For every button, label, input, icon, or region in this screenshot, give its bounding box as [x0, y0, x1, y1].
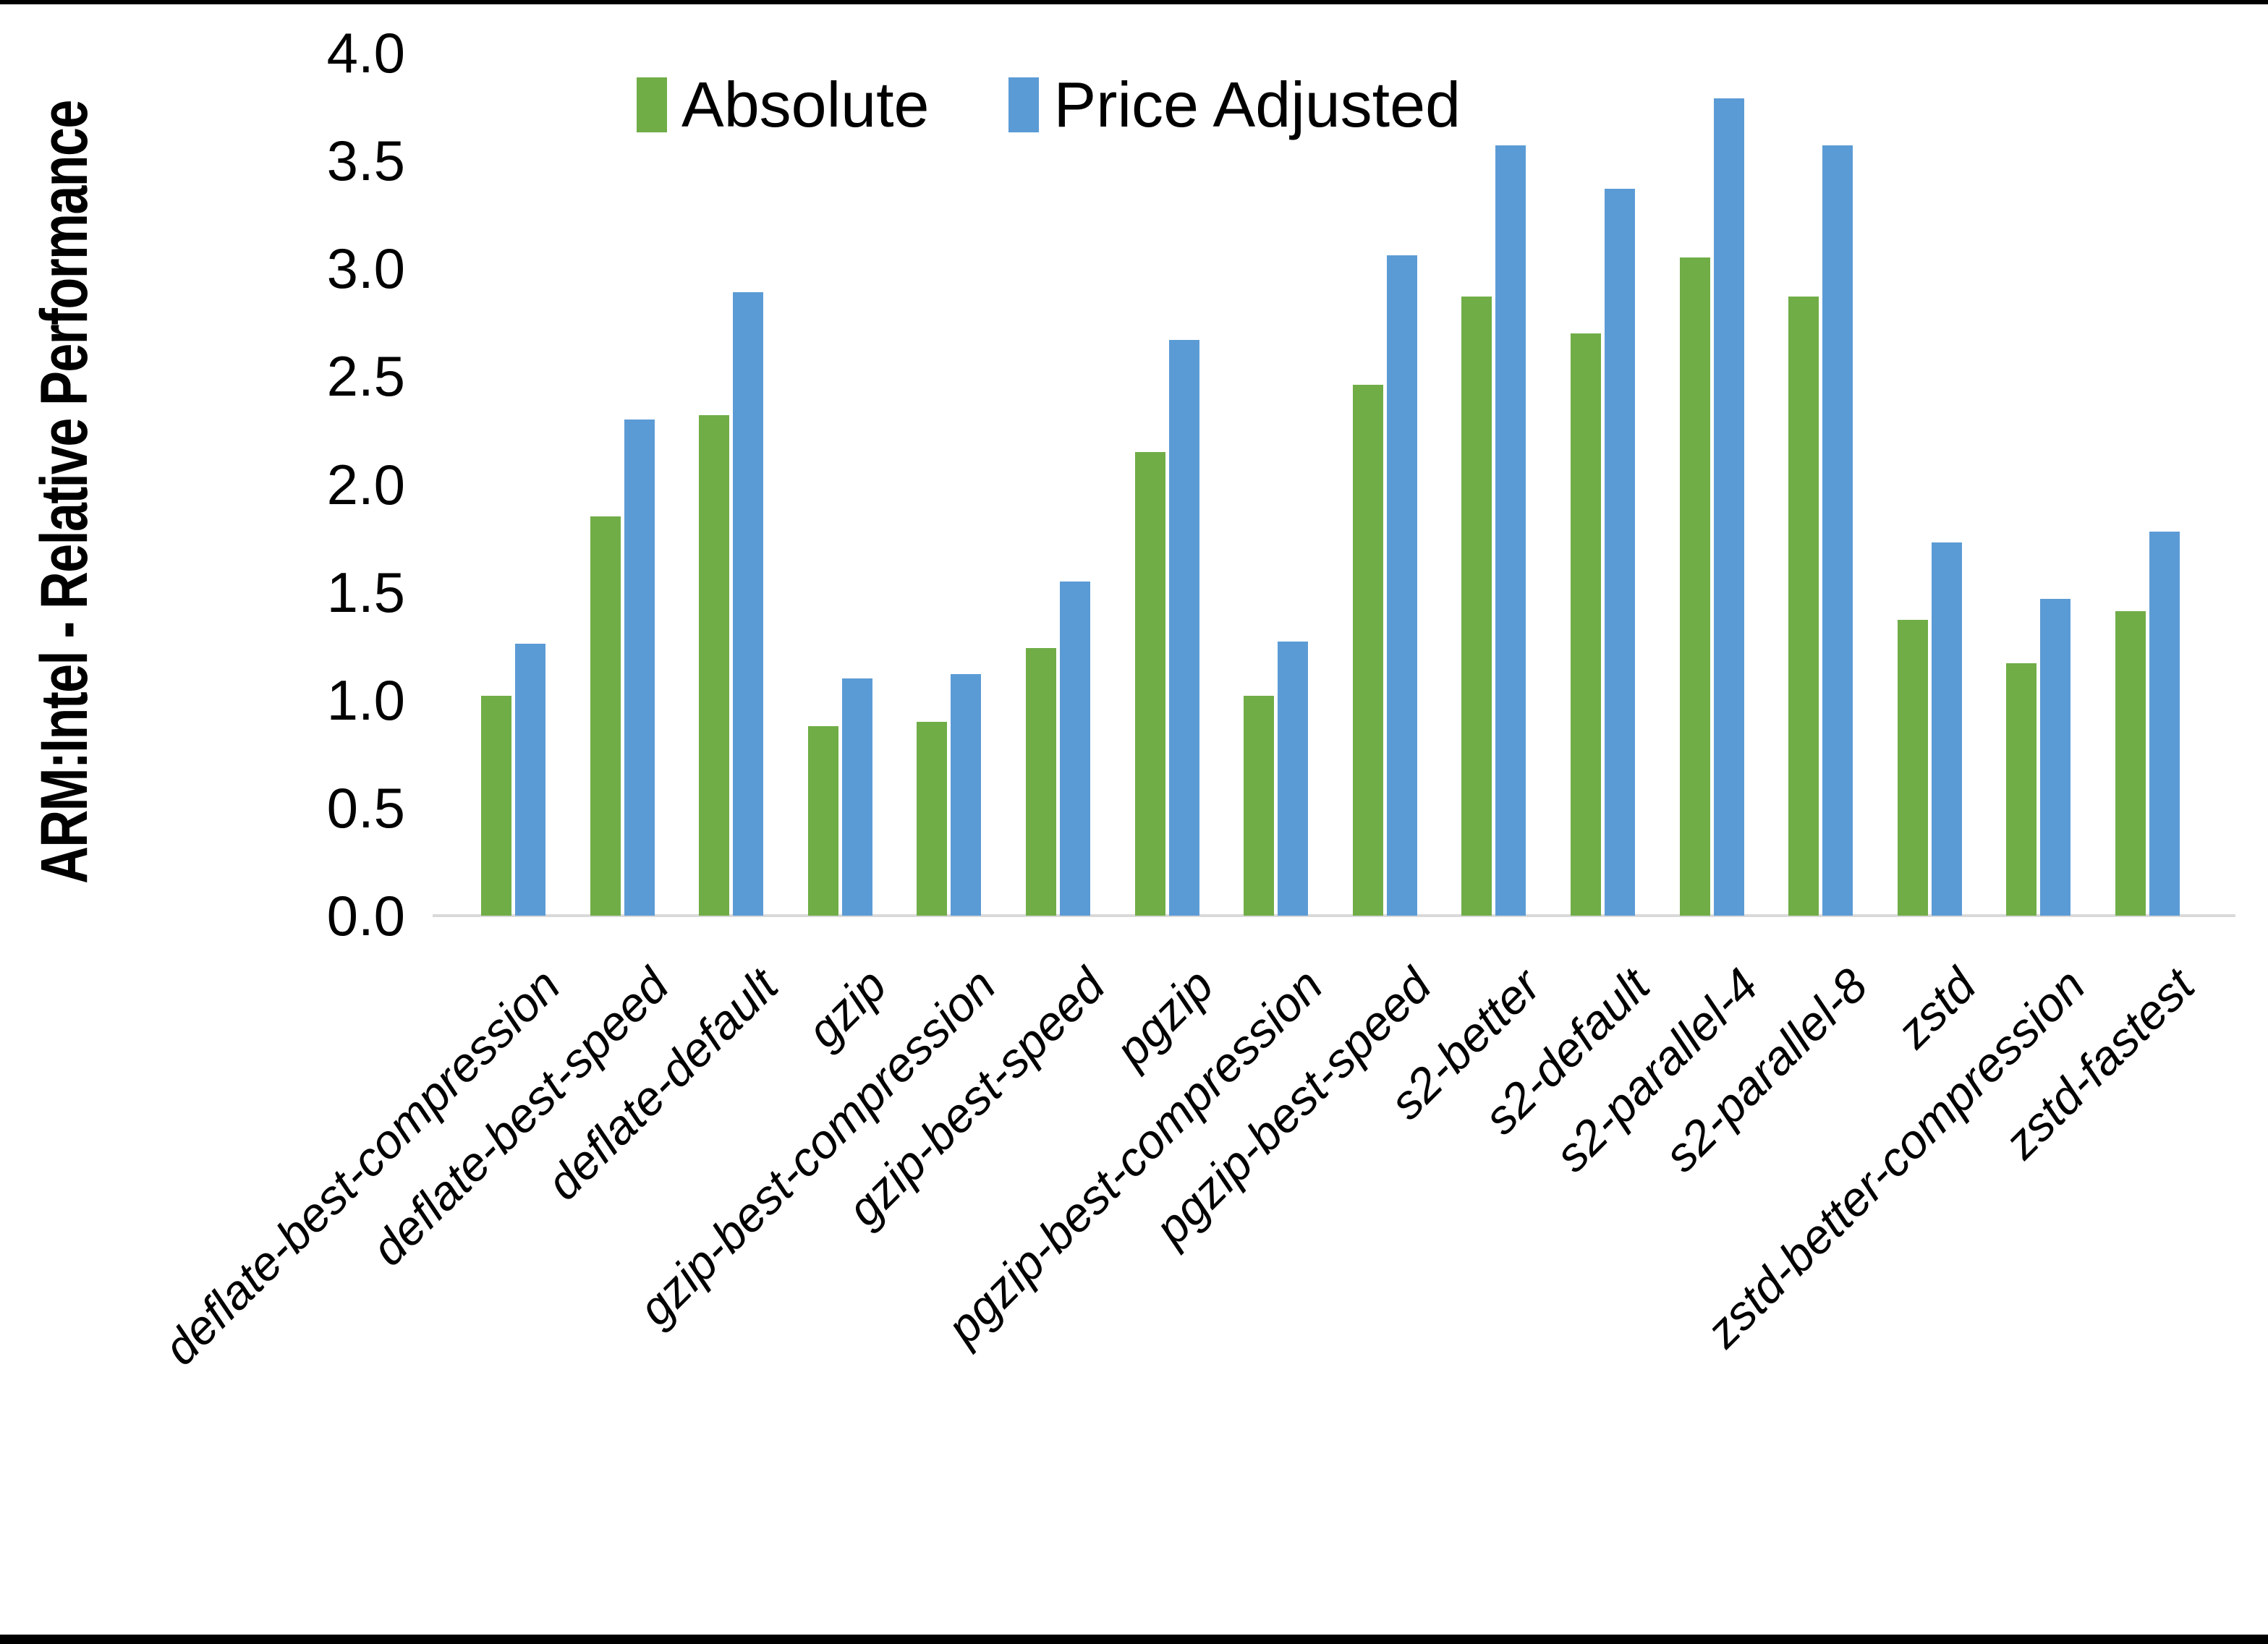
bar-price-adjusted-s2-parallel-4 — [1713, 98, 1744, 916]
legend-swatch-price-adjusted — [1008, 77, 1040, 132]
y-tick-label-3.0: 3.0 — [326, 237, 405, 301]
bar-absolute-pgzip — [1134, 451, 1165, 916]
legend: Absolute Price Adjusted — [637, 68, 1461, 142]
bar-absolute-gzip-best-compression — [917, 721, 948, 916]
bar-price-adjusted-deflate-default — [733, 292, 764, 916]
y-tick-label-0.0: 0.0 — [326, 884, 405, 947]
bar-absolute-s2-parallel-4 — [1679, 257, 1710, 916]
y-tick-label-2.0: 2.0 — [326, 452, 405, 516]
y-tick-label-1.0: 1.0 — [326, 668, 405, 732]
bar-absolute-s2-default — [1571, 333, 1601, 916]
y-axis-title: ARM:Intel - Relative Performance — [27, 101, 101, 884]
x-axis-line — [433, 914, 2235, 917]
bar-price-adjusted-s2-parallel-8 — [1822, 145, 1853, 916]
bar-price-adjusted-zstd — [1931, 542, 1962, 916]
legend-label-absolute: Absolute — [681, 69, 930, 140]
y-tick-label-4.0: 4.0 — [326, 21, 405, 85]
bar-absolute-zstd-better-compression — [2006, 663, 2037, 916]
bar-price-adjusted-deflate-best-speed — [624, 419, 655, 916]
legend-swatch-absolute — [637, 77, 667, 132]
bar-absolute-gzip — [807, 725, 838, 916]
bar-absolute-deflate-best-compression — [481, 695, 511, 916]
bar-price-adjusted-pgzip-best-speed — [1386, 255, 1417, 916]
bar-price-adjusted-deflate-best-compression — [515, 644, 545, 916]
bar-price-adjusted-gzip-best-speed — [1060, 581, 1090, 916]
bar-absolute-pgzip-best-speed — [1352, 385, 1383, 916]
bar-absolute-zstd-fastest — [2115, 611, 2146, 916]
bar-absolute-deflate-best-speed — [590, 516, 621, 916]
bar-price-adjusted-s2-default — [1605, 188, 1635, 916]
legend-item-price-adjusted: Price Adjusted — [1008, 68, 1461, 142]
bar-price-adjusted-pgzip-best-compression — [1278, 642, 1309, 916]
bar-price-adjusted-zstd-better-compression — [2040, 598, 2071, 916]
bar-price-adjusted-pgzip — [1168, 339, 1199, 916]
y-tick-label-0.5: 0.5 — [326, 775, 405, 840]
bar-absolute-s2-parallel-8 — [1788, 297, 1819, 916]
bar-price-adjusted-zstd-fastest — [2149, 532, 2180, 916]
y-tick-label-1.5: 1.5 — [326, 560, 405, 624]
legend-item-absolute: Absolute — [637, 68, 929, 142]
bar-absolute-s2-better — [1461, 297, 1492, 916]
bar-absolute-deflate-default — [699, 415, 730, 916]
bar-price-adjusted-gzip-best-compression — [951, 673, 982, 916]
bar-price-adjusted-gzip — [841, 678, 872, 916]
y-tick-label-2.5: 2.5 — [326, 344, 405, 409]
bar-price-adjusted-s2-better — [1495, 145, 1526, 916]
bar-absolute-pgzip-best-compression — [1244, 695, 1275, 916]
legend-label-price-adjusted: Price Adjusted — [1053, 69, 1461, 140]
plot-area — [463, 53, 2228, 916]
bar-absolute-zstd — [1897, 620, 1928, 916]
y-tick-label-3.5: 3.5 — [326, 129, 405, 193]
bar-absolute-gzip-best-speed — [1026, 648, 1056, 916]
